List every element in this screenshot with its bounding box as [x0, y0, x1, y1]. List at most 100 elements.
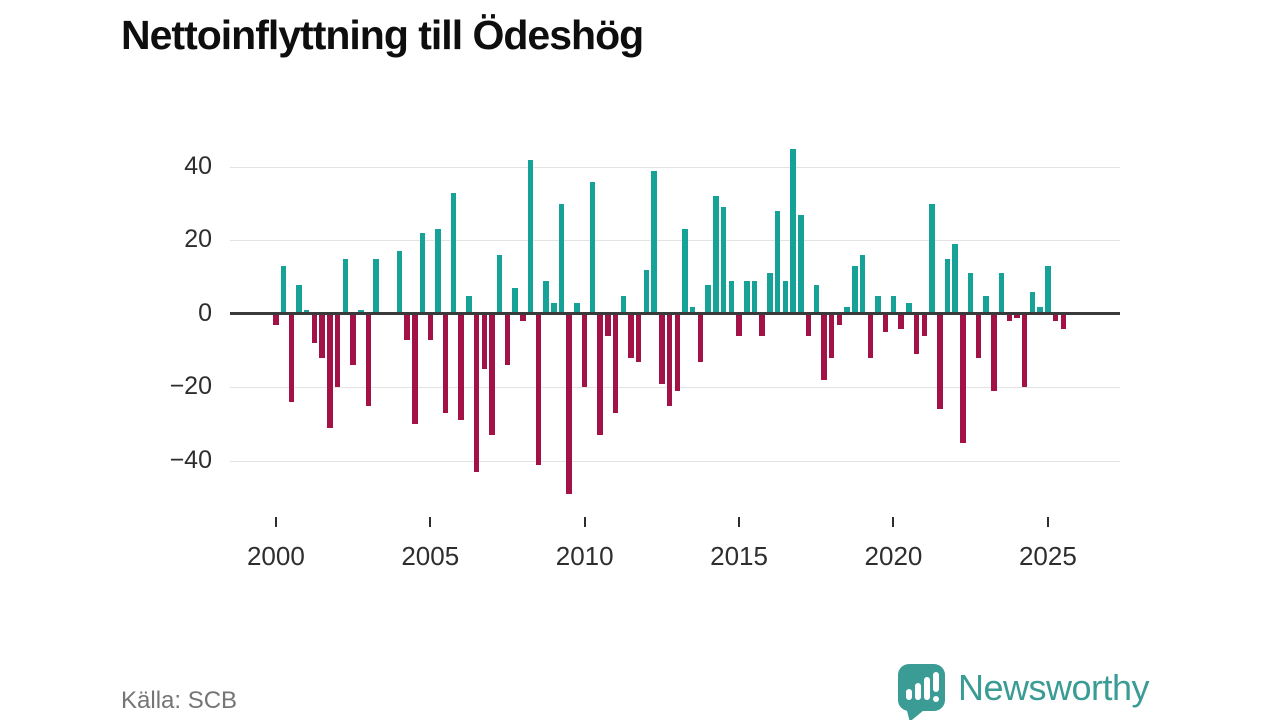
- bar-negative: [736, 313, 742, 336]
- bar-negative: [898, 313, 904, 329]
- bar-negative: [273, 313, 279, 325]
- bar-positive: [280, 266, 287, 314]
- bar-negative: [566, 313, 572, 494]
- bar-positive: [852, 266, 858, 314]
- bar-positive: [643, 269, 650, 314]
- bar-positive: [682, 229, 688, 314]
- bar-positive: [396, 251, 403, 314]
- brand-name: Newsworthy: [958, 666, 1150, 708]
- x-axis-tick: [429, 517, 432, 527]
- bar-negative: [882, 313, 889, 333]
- bar-negative: [442, 313, 449, 414]
- bar-positive: [419, 233, 426, 314]
- bar-negative: [921, 313, 928, 336]
- bar-positive: [651, 170, 657, 314]
- bar-positive: [574, 302, 580, 314]
- chart-title: Nettoinflyttning till Ödeshög: [121, 12, 644, 58]
- bar-positive: [713, 196, 719, 314]
- bar-positive: [890, 295, 897, 314]
- y-axis-tick-label: 20: [184, 225, 212, 254]
- bar-negative: [365, 313, 372, 406]
- bar-positive: [875, 295, 881, 314]
- bar-positive: [944, 258, 951, 314]
- newsworthy-logo[interactable]: Newsworthy: [898, 664, 1150, 720]
- bar-positive: [496, 255, 503, 314]
- bar-negative: [975, 313, 982, 358]
- bar-positive: [450, 192, 457, 314]
- bar-positive: [744, 280, 750, 314]
- bar-negative: [481, 313, 488, 370]
- bar-negative: [674, 313, 681, 392]
- bar-positive: [813, 284, 819, 314]
- bar-negative: [1021, 313, 1028, 388]
- bar-positive: [859, 255, 866, 314]
- bar-positive: [358, 310, 364, 314]
- bar-positive: [767, 273, 773, 314]
- source-note: Källa: SCB: [121, 687, 238, 714]
- x-axis-tick: [892, 517, 895, 527]
- bar-positive: [512, 288, 518, 314]
- bar-positive: [798, 214, 804, 314]
- bar-positive: [527, 159, 534, 314]
- bar-negative: [327, 313, 333, 428]
- bar-negative: [659, 313, 665, 384]
- bar-positive: [983, 295, 989, 314]
- bar-positive: [728, 280, 735, 314]
- bar-negative: [821, 313, 827, 381]
- bar-negative: [535, 313, 542, 465]
- x-axis-tick-label: 2000: [246, 541, 305, 571]
- bar-positive: [303, 310, 310, 314]
- bar-negative: [350, 313, 356, 366]
- bar-positive: [589, 181, 596, 314]
- x-axis-tick-label: 2005: [401, 541, 460, 571]
- bar-positive: [1029, 291, 1036, 314]
- bar-negative: [635, 313, 642, 362]
- bar-negative: [288, 313, 295, 403]
- bar-positive: [543, 280, 549, 314]
- bar-negative: [836, 313, 843, 325]
- x-axis-tick-label: 2020: [864, 541, 923, 571]
- bar-negative: [697, 313, 704, 362]
- bar-positive: [620, 295, 626, 314]
- gridline: [230, 240, 1120, 242]
- bar-positive: [998, 273, 1005, 314]
- bar-negative: [605, 313, 611, 336]
- bar-positive: [558, 203, 565, 314]
- bar-positive: [782, 280, 789, 314]
- bar-negative: [520, 313, 526, 322]
- bar-positive: [929, 203, 935, 314]
- bar-positive: [689, 306, 696, 314]
- bar-positive: [342, 258, 349, 314]
- bar-positive: [296, 284, 302, 314]
- bar-positive: [1037, 306, 1043, 314]
- bar-negative: [991, 313, 997, 392]
- bar-negative: [1006, 313, 1012, 322]
- bar-negative: [489, 313, 495, 436]
- bar-positive: [967, 273, 974, 314]
- bar-negative: [1052, 313, 1059, 322]
- x-axis-tick: [274, 517, 277, 527]
- bar-negative: [334, 313, 341, 388]
- bar-negative: [412, 313, 418, 425]
- bar-negative: [867, 313, 874, 358]
- x-axis-tick-label: 2010: [555, 541, 614, 571]
- y-axis-tick-label: −40: [169, 445, 212, 474]
- bar-positive: [952, 244, 958, 314]
- gridline: [230, 166, 1120, 168]
- bar-positive: [790, 148, 796, 314]
- bar-negative: [666, 313, 673, 406]
- bar-positive: [551, 302, 557, 314]
- bar-negative: [504, 313, 511, 366]
- bar-positive: [720, 207, 727, 314]
- bar-positive: [435, 229, 441, 314]
- bar-negative: [759, 313, 765, 336]
- bar-positive: [1045, 266, 1051, 314]
- y-axis-tick-label: 0: [198, 298, 212, 327]
- bar-negative: [311, 313, 318, 344]
- x-axis-tick: [738, 517, 741, 527]
- bar-positive: [466, 295, 472, 314]
- bar-negative: [404, 313, 410, 340]
- bar-negative: [805, 313, 812, 336]
- zero-axis-line: [230, 312, 1120, 316]
- bar-negative: [612, 313, 619, 414]
